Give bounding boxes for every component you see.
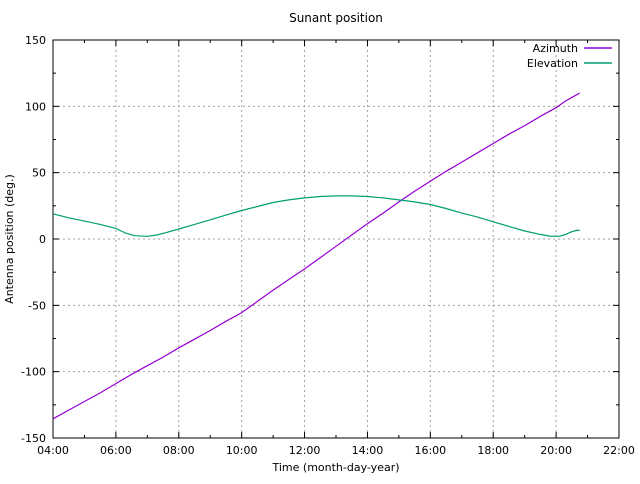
y-tick-label: 50 bbox=[32, 167, 46, 180]
azimuth-series-line bbox=[52, 92, 580, 420]
x-tick-label: 04:00 bbox=[37, 444, 69, 457]
plot-area: 04:00 06:00 08:00 10:00 12:00 14:00 16:00 18:00… bbox=[21, 34, 635, 457]
x-tick-label: 10:00 bbox=[226, 444, 258, 457]
x-tick-label: 20:00 bbox=[540, 444, 572, 457]
y-tick-label: 150 bbox=[25, 34, 46, 47]
legend-label-azimuth: Azimuth bbox=[533, 42, 578, 55]
x-tick-label: 14:00 bbox=[352, 444, 384, 457]
x-tick-label: 08:00 bbox=[163, 444, 195, 457]
y-tick-label: -150 bbox=[21, 432, 46, 445]
x-tick-label: 06:00 bbox=[100, 444, 132, 457]
y-tick-label: -100 bbox=[21, 366, 46, 379]
y-tick-label: 0 bbox=[39, 233, 46, 246]
elevation-series-line bbox=[52, 195, 580, 237]
y-axis-label: Antenna position (deg.) bbox=[3, 174, 16, 304]
x-tick-label: 12:00 bbox=[289, 444, 321, 457]
legend-label-elevation: Elevation bbox=[527, 57, 578, 70]
chart-title: Sunant position bbox=[289, 11, 383, 25]
y-tick-label: 100 bbox=[25, 100, 46, 113]
x-tick-label: 16:00 bbox=[414, 444, 446, 457]
x-tick-label: 22:00 bbox=[603, 444, 635, 457]
x-axis-label: Time (month-day-year) bbox=[271, 461, 399, 474]
legend: Azimuth Elevation bbox=[527, 42, 612, 70]
y-tick-label: -50 bbox=[28, 299, 46, 312]
x-tick-label: 18:00 bbox=[477, 444, 509, 457]
